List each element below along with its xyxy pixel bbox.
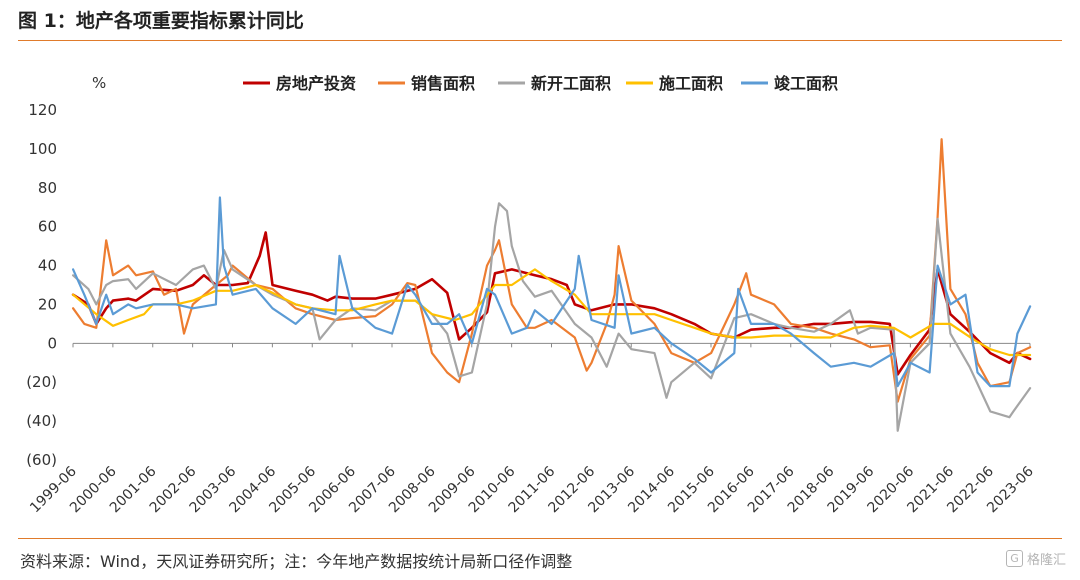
y-tick-label: 40: [38, 257, 57, 275]
y-tick-label: (60): [26, 451, 57, 469]
y-tick-label: 0: [47, 334, 57, 352]
y-tick-label: (40): [26, 412, 57, 430]
y-tick-label: 120: [28, 101, 57, 119]
y-tick-label: 80: [38, 179, 57, 197]
y-tick-label: (20): [26, 373, 57, 391]
x-axis-ticks: 1999-062000-062001-062002-062003-062004-…: [27, 343, 1037, 516]
legend-label: 销售面积: [411, 74, 475, 93]
watermark-logo-icon: G: [1005, 550, 1023, 567]
y-tick-label: 100: [28, 140, 57, 158]
legend: 房地产投资 销售面积 新开工面积 施工面积 竣工面积: [243, 74, 838, 93]
legend-label: 施工面积: [659, 74, 723, 93]
watermark-text: 格隆汇: [1026, 553, 1066, 568]
y-tick-label: 20: [38, 295, 57, 313]
legend-label: 房地产投资: [276, 74, 356, 93]
y-axis-label: %: [92, 74, 106, 92]
title-rule: [18, 40, 1062, 41]
series-line-3: [71, 202, 1032, 432]
line-chart: % 120 100 80 60 40 20 0 (20) (40) (60) 1999-06200…: [26, 74, 1037, 516]
y-tick-label: 60: [38, 218, 57, 236]
series-lines: [71, 138, 1032, 432]
series-line-5: [71, 196, 1032, 388]
y-axis-ticks: 120 100 80 60 40 20 0 (20) (40) (60): [26, 101, 57, 469]
watermark: G 格隆汇: [1005, 549, 1066, 568]
series-line-4: [71, 268, 1032, 357]
legend-label: 竣工面积: [774, 74, 838, 93]
legend-label: 新开工面积: [531, 74, 611, 93]
figure-title: 图 1：地产各项重要指标累计同比: [18, 10, 304, 32]
source-rule: [18, 538, 1062, 539]
series-line-1: [71, 231, 1032, 376]
source-note: 资料来源：Wind，天风证券研究所；注：今年地产数据按统计局新口径作调整: [20, 552, 573, 571]
